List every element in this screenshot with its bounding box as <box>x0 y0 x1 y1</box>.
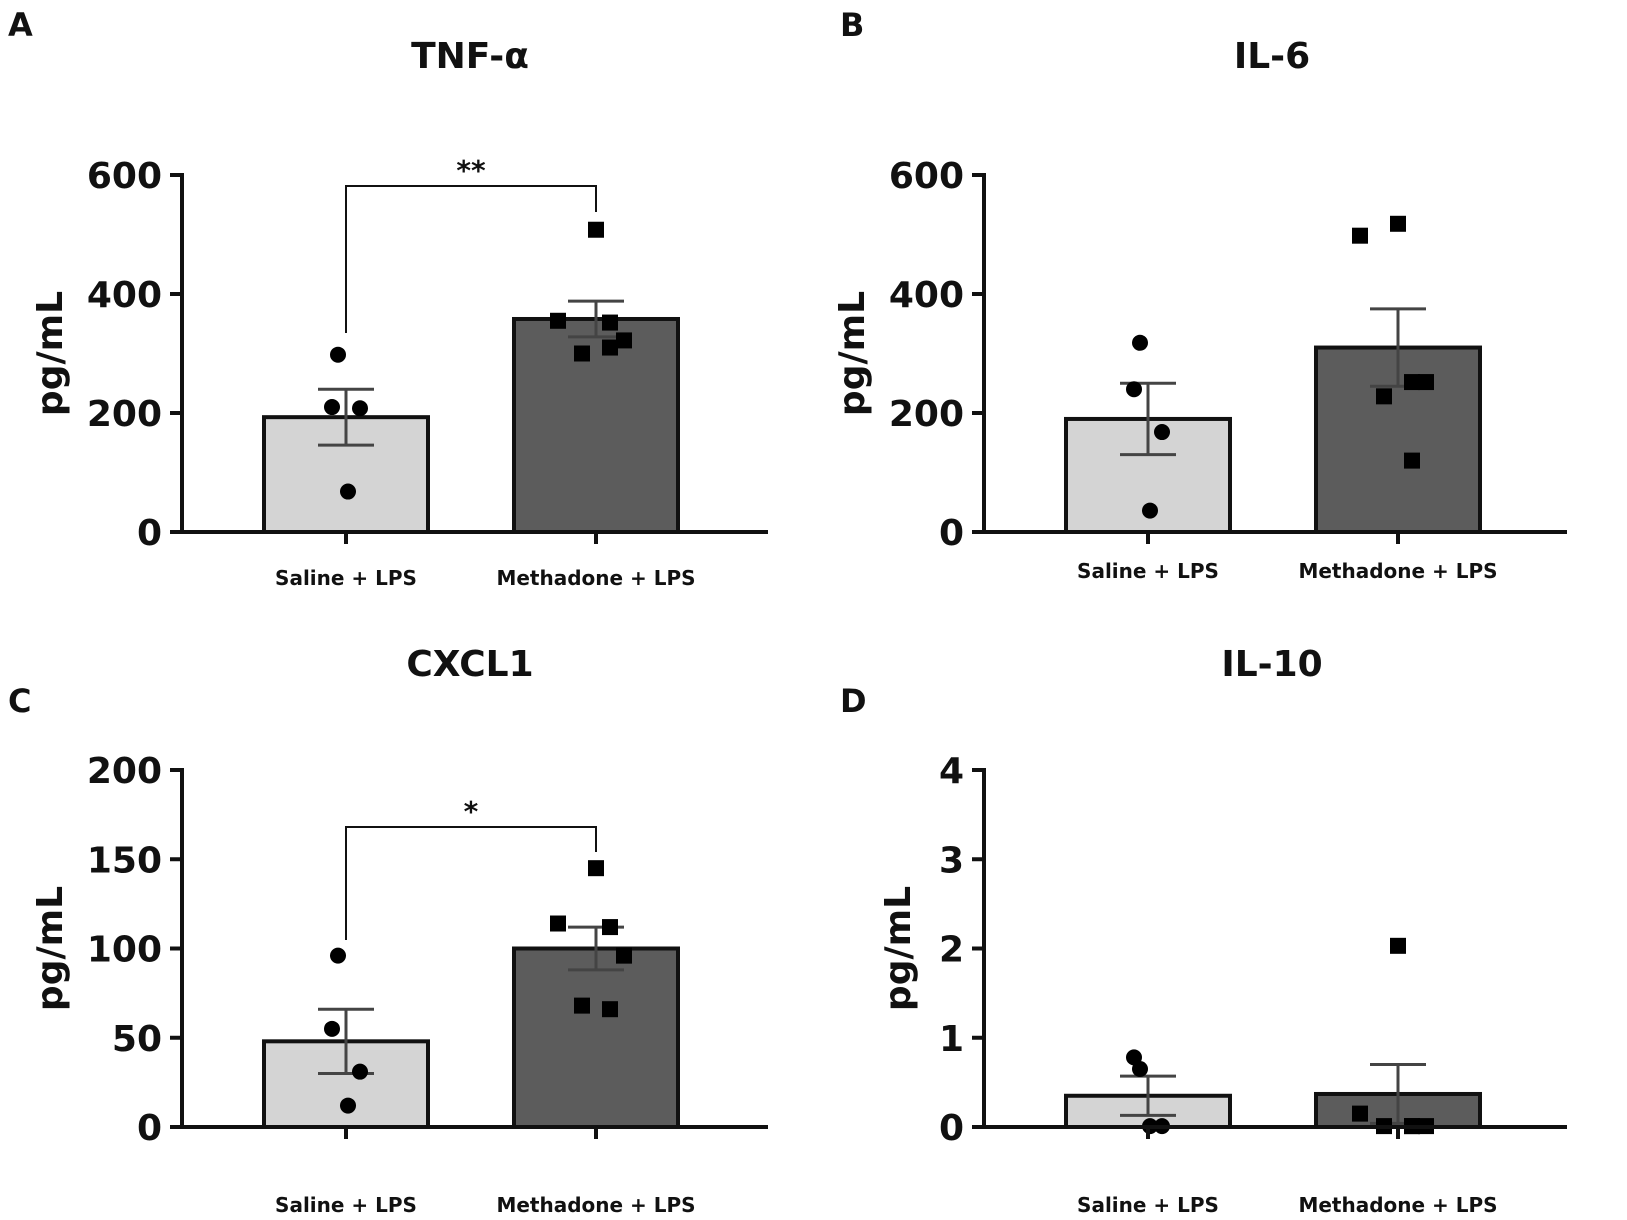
panel-b: B IL-6 pg/mL 0 200 400 600 Saline + LPS Methadon… <box>832 6 1567 583</box>
data-point <box>352 400 368 417</box>
data-point <box>602 314 618 331</box>
panel-a: A TNF-α pg/mL 0 200 400 600 Saline + LPS Methado… <box>8 6 768 590</box>
data-point <box>1390 215 1406 232</box>
data-point <box>330 947 346 964</box>
y-tick-label: 200 <box>889 394 964 435</box>
y-tick-label: 100 <box>87 930 162 971</box>
y-tick-label: 50 <box>112 1019 162 1060</box>
y-tick-label: 150 <box>87 840 162 881</box>
data-point <box>616 332 632 349</box>
chart-title: CXCL1 <box>406 644 533 685</box>
panel-letter: B <box>840 6 864 44</box>
data-point <box>588 860 604 877</box>
y-tick-label: 400 <box>889 275 964 316</box>
data-point <box>1404 452 1420 469</box>
y-tick-label: 0 <box>939 513 964 554</box>
y-tick-label: 400 <box>87 275 162 316</box>
x-tick-label: Methadone + LPS <box>1298 559 1497 583</box>
x-tick-label: Methadone + LPS <box>496 1193 695 1217</box>
data-point <box>1132 334 1148 351</box>
data-point <box>1126 381 1142 398</box>
y-axis-label: pg/mL <box>832 291 873 416</box>
y-tick-label: 3 <box>939 840 964 881</box>
y-axis-label: pg/mL <box>878 886 919 1011</box>
data-point <box>574 997 590 1014</box>
data-point <box>550 312 566 329</box>
y-tick-label: 0 <box>137 1108 162 1149</box>
y-tick-label: 1 <box>939 1019 964 1060</box>
significance-bracket <box>345 185 597 333</box>
data-point <box>1404 374 1420 391</box>
x-tick-label: Saline + LPS <box>1077 559 1219 583</box>
chart-title: IL-10 <box>1221 644 1322 685</box>
significance-label: ** <box>456 154 486 187</box>
y-tick-label: 4 <box>939 751 964 792</box>
data-point <box>330 346 346 363</box>
data-point <box>1418 374 1434 391</box>
y-axis-label: pg/mL <box>30 291 71 416</box>
data-point <box>324 399 340 416</box>
data-point <box>1142 502 1158 519</box>
bar <box>512 316 680 534</box>
significance-label: * <box>464 795 479 828</box>
y-tick-label: 600 <box>87 156 162 197</box>
data-point <box>340 1097 356 1114</box>
data-point <box>602 339 618 356</box>
chart-title: IL-6 <box>1234 36 1310 77</box>
x-tick-label: Methadone + LPS <box>496 566 695 590</box>
panel-d: D IL-10 pg/mL 0 1 2 3 4 Saline + LPS Methadone + … <box>840 644 1567 1217</box>
data-point <box>324 1020 340 1037</box>
data-point <box>602 919 618 936</box>
x-tick-label: Saline + LPS <box>275 566 417 590</box>
data-point <box>574 345 590 362</box>
y-tick-label: 0 <box>939 1108 964 1149</box>
chart-title: TNF-α <box>411 36 529 77</box>
y-tick-label: 2 <box>939 930 964 971</box>
data-point <box>616 947 632 964</box>
y-axis-label: pg/mL <box>30 886 71 1011</box>
panel-letter: D <box>840 682 867 720</box>
y-tick-label: 200 <box>87 751 162 792</box>
data-point <box>588 221 604 238</box>
data-point <box>1352 1105 1368 1122</box>
x-tick-label: Saline + LPS <box>1077 1193 1219 1217</box>
y-tick-label: 0 <box>137 513 162 554</box>
y-tick-label: 600 <box>889 156 964 197</box>
panel-letter: A <box>8 6 33 44</box>
x-tick-label: Methadone + LPS <box>1298 1193 1497 1217</box>
bar <box>512 946 680 1129</box>
data-point <box>1352 227 1368 244</box>
data-point <box>602 1001 618 1018</box>
data-point <box>550 915 566 932</box>
panel-letter: C <box>8 682 31 720</box>
data-point <box>340 483 356 500</box>
data-point <box>1390 937 1406 954</box>
y-tick-label: 200 <box>87 394 162 435</box>
data-point <box>1154 424 1170 441</box>
panel-c: C CXCL1 pg/mL 0 50 100 150 200 Saline + LPS Metha… <box>8 644 768 1217</box>
significance-bracket <box>345 826 597 940</box>
data-point <box>1126 1049 1142 1066</box>
x-tick-label: Saline + LPS <box>275 1193 417 1217</box>
data-point <box>1376 388 1392 405</box>
data-point <box>352 1063 368 1080</box>
